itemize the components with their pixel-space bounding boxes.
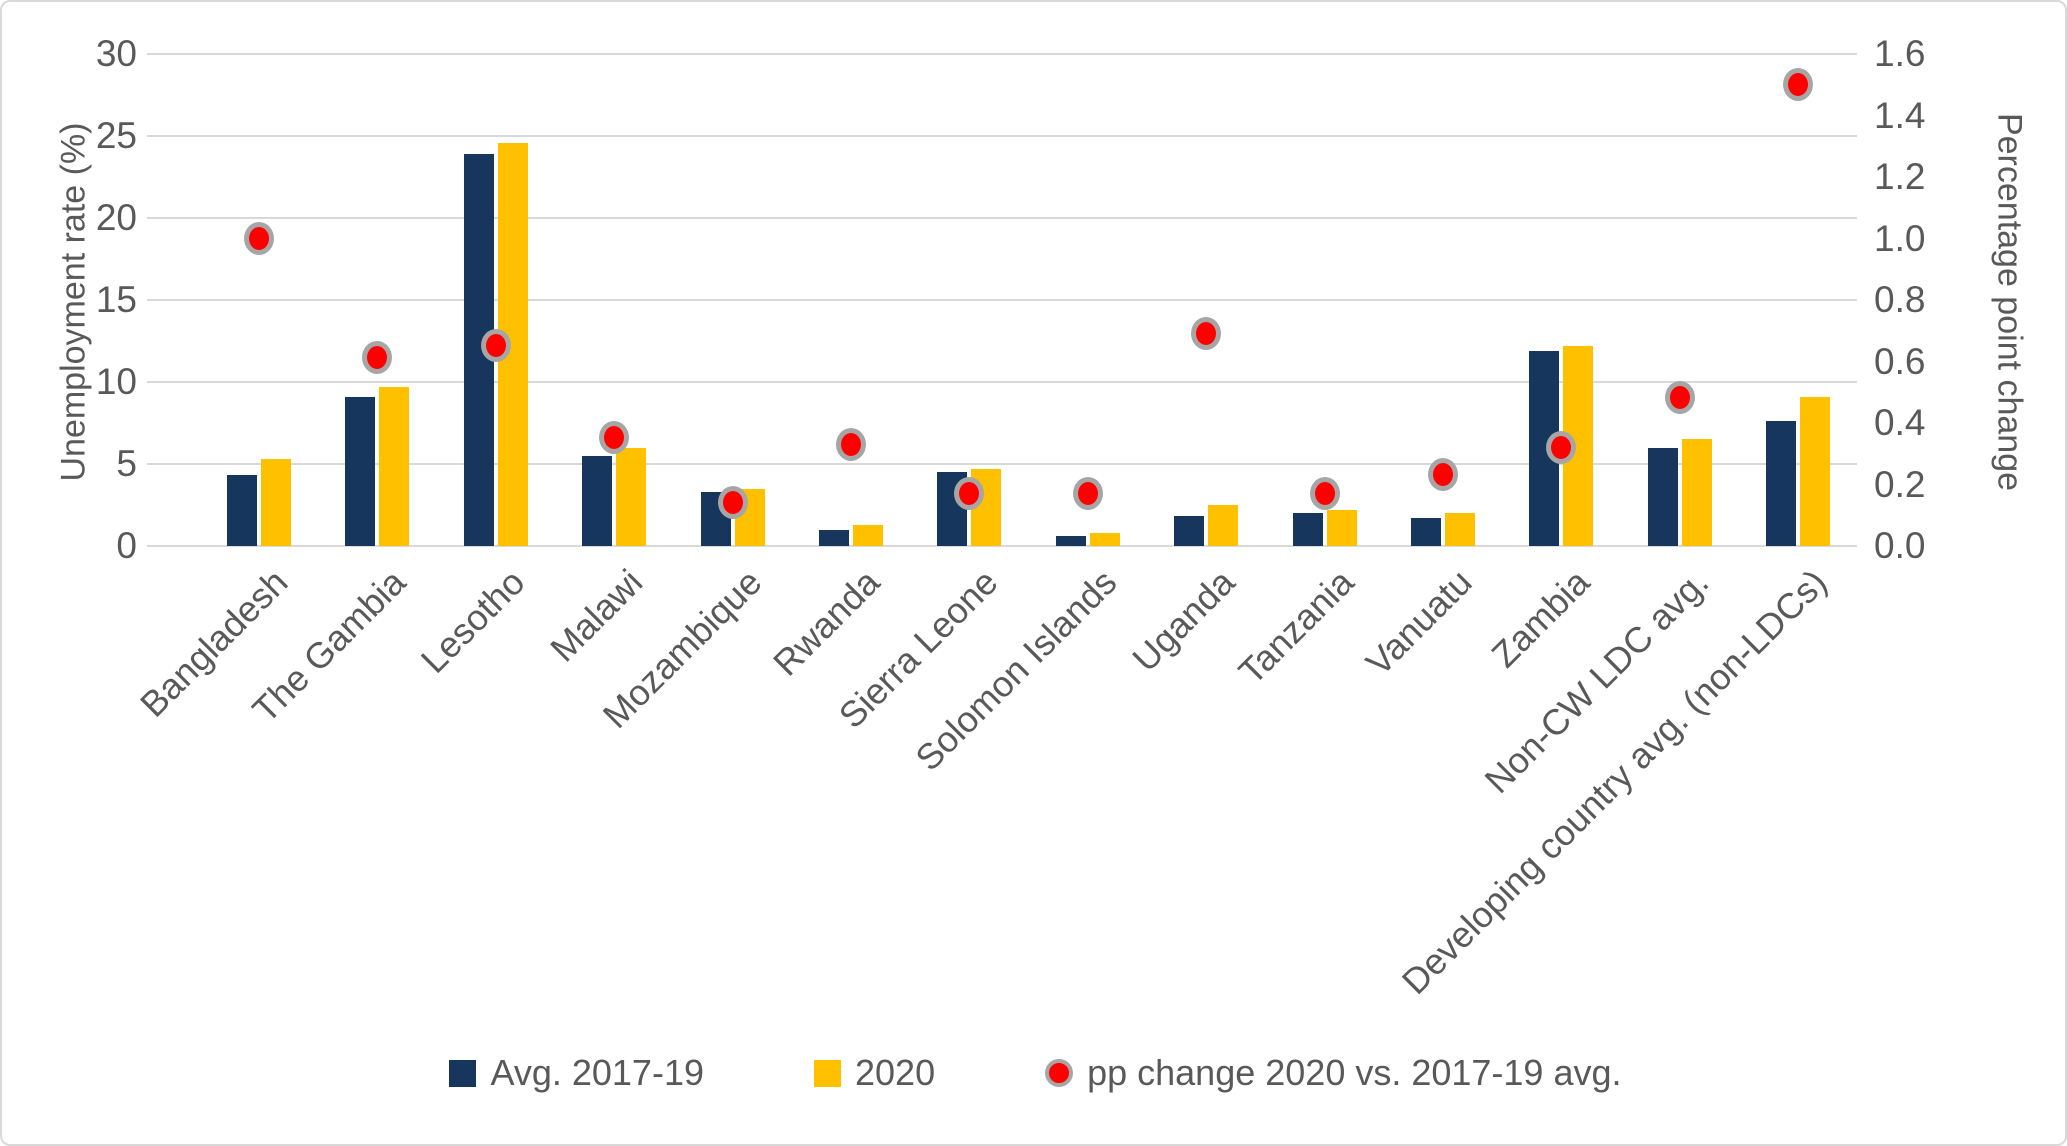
category-label: Lesotho bbox=[412, 561, 533, 681]
gridline bbox=[147, 217, 1857, 219]
bar-avg-2017-19 bbox=[819, 529, 849, 546]
bar-avg-2017-19 bbox=[1292, 513, 1323, 546]
pp-change-dot bbox=[480, 329, 511, 363]
bar-2020 bbox=[1326, 509, 1357, 546]
legend-swatch-icon bbox=[814, 1059, 841, 1087]
legend-label: pp change 2020 vs. 2017-19 avg. bbox=[1087, 1052, 1622, 1093]
pp-change-dot bbox=[244, 221, 274, 255]
gridline bbox=[147, 299, 1857, 301]
bar-avg-2017-19 bbox=[1174, 516, 1205, 546]
bar-2020 bbox=[1681, 439, 1712, 546]
bar-avg-2017-19 bbox=[345, 396, 376, 546]
bar-avg-2017-19 bbox=[1055, 536, 1086, 546]
pp-change-dot bbox=[1191, 316, 1222, 350]
left-axis-tick: 5 bbox=[116, 443, 137, 484]
pp-change-dot bbox=[1664, 381, 1695, 415]
bar-2020 bbox=[1208, 505, 1239, 546]
pp-change-dot bbox=[1783, 67, 1814, 101]
right-axis-tick: 0.6 bbox=[1874, 340, 1926, 382]
pp-change-dot bbox=[1072, 476, 1103, 510]
category-label: Vanuatu bbox=[1357, 561, 1480, 684]
gridline bbox=[147, 135, 1857, 137]
legend-item: 2020 bbox=[814, 1052, 935, 1094]
left-axis-title: Unemployment rate (%) bbox=[54, 122, 93, 482]
right-axis-tick: 1.4 bbox=[1874, 94, 1926, 136]
legend-swatch-icon bbox=[449, 1059, 477, 1087]
category-label: Non-CW LDC avg. bbox=[1476, 561, 1717, 802]
right-axis-tick: 1.6 bbox=[1874, 33, 1926, 74]
legend-item: pp change 2020 vs. 2017-19 avg. bbox=[1045, 1052, 1622, 1094]
legend-dot-icon bbox=[1045, 1059, 1074, 1087]
category-label: Tanzania bbox=[1230, 561, 1361, 693]
left-axis-tick: 25 bbox=[95, 115, 137, 156]
legend-item: Avg. 2017-19 bbox=[449, 1052, 704, 1094]
legend: Avg. 2017-19 2020 pp change 2020 vs. 2017-… bbox=[2, 1052, 2067, 1094]
right-axis-title: Percentage point change bbox=[1990, 112, 2029, 492]
category-label: Zambia bbox=[1483, 561, 1598, 676]
right-axis-tick: 1.0 bbox=[1874, 217, 1926, 259]
left-axis-tick: 10 bbox=[95, 361, 137, 402]
gridline bbox=[147, 545, 1857, 547]
left-axis-tick: 0 bbox=[116, 525, 137, 566]
category-label: Uganda bbox=[1124, 561, 1243, 680]
right-axis-tick: 0.0 bbox=[1874, 525, 1926, 566]
category-label: Solomon Islands bbox=[906, 561, 1125, 779]
bar-2020 bbox=[1089, 532, 1120, 546]
bar-2020 bbox=[261, 459, 291, 546]
left-axis-tick: 20 bbox=[95, 197, 137, 238]
pp-change-dot bbox=[1546, 430, 1577, 464]
left-axis-tick: 15 bbox=[95, 279, 137, 320]
category-label: Malawi bbox=[542, 561, 651, 670]
pp-change-dot bbox=[599, 421, 630, 455]
gridline bbox=[147, 381, 1857, 383]
pp-change-dot bbox=[836, 427, 866, 461]
bar-2020 bbox=[853, 524, 883, 546]
right-axis-tick: 1.2 bbox=[1874, 156, 1926, 197]
bar-avg-2017-19 bbox=[582, 455, 613, 546]
pp-change-dot bbox=[1428, 458, 1458, 492]
bar-2020 bbox=[1800, 396, 1831, 546]
bar-avg-2017-19 bbox=[1647, 447, 1678, 546]
right-axis-tick: 0.4 bbox=[1874, 402, 1926, 443]
pp-change-dot bbox=[1309, 476, 1340, 510]
right-axis-tick: 0.2 bbox=[1874, 463, 1926, 505]
category-label: Rwanda bbox=[764, 561, 888, 684]
bar-2020 bbox=[379, 386, 410, 546]
pp-change-dot bbox=[954, 476, 985, 510]
category-label: Developing country avg. (non-LDCs) bbox=[1393, 561, 1835, 1003]
bar-2020 bbox=[1445, 513, 1475, 546]
gridline bbox=[147, 53, 1857, 55]
legend-label: Avg. 2017-19 bbox=[490, 1052, 704, 1093]
bar-avg-2017-19 bbox=[1411, 518, 1441, 546]
left-axis-tick: 30 bbox=[95, 33, 137, 74]
bar-avg-2017-19 bbox=[227, 475, 257, 546]
pp-change-dot bbox=[362, 341, 393, 375]
bar-2020 bbox=[616, 447, 647, 546]
bar-avg-2017-19 bbox=[1766, 421, 1797, 546]
legend-label: 2020 bbox=[855, 1052, 936, 1093]
right-axis-tick: 0.8 bbox=[1874, 279, 1926, 320]
gridline bbox=[147, 463, 1857, 465]
pp-change-dot bbox=[717, 485, 748, 519]
